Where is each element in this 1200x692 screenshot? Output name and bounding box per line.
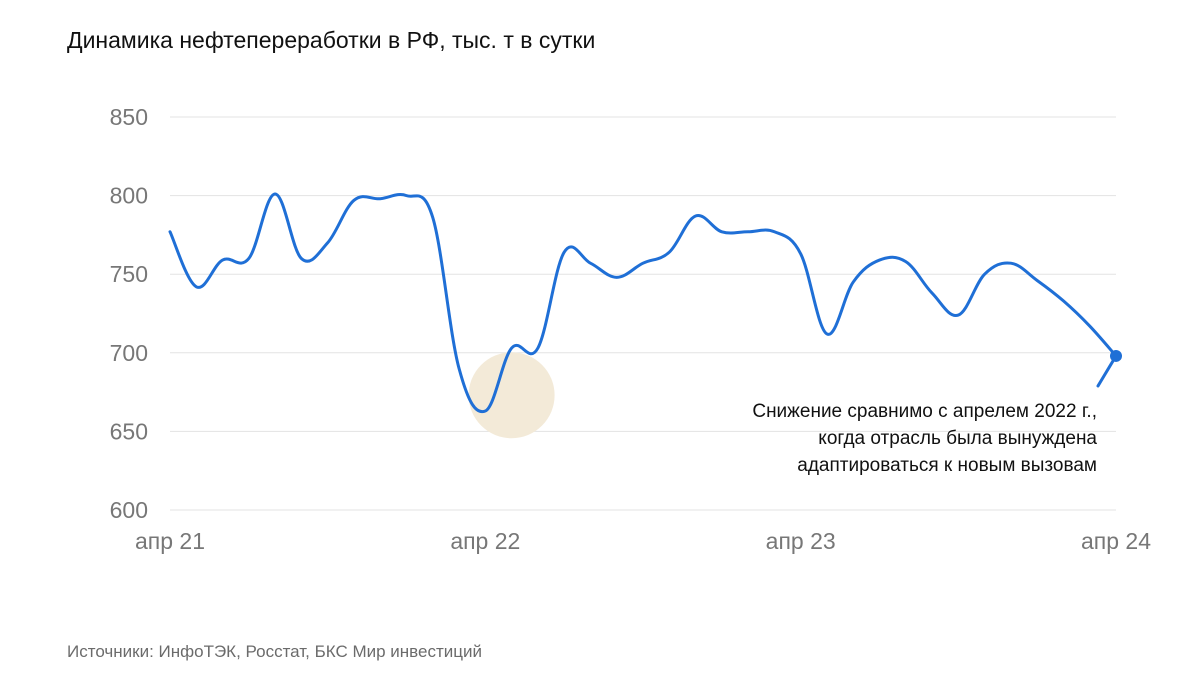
annotation-line: Снижение сравнимо с апрелем 2022 г., [752,401,1097,422]
y-tick-label: 850 [110,104,148,130]
highlight-circle [468,352,555,439]
y-axis-ticks: 600 650 700 750 800 850 [110,104,148,523]
x-tick-label: апр 23 [766,528,836,554]
annotation-line: адаптироваться к новым вызовам [797,455,1097,476]
source-note: Источники: ИнфоТЭК, Росстат, БКС Мир инв… [67,642,482,661]
x-tick-label: апр 22 [450,528,520,554]
x-axis-ticks: апр 21 апр 22 апр 23 апр 24 [135,528,1151,554]
chart-title: Динамика нефтепереработки в РФ, тыс. т в… [67,27,596,53]
series-line [168,192,1118,414]
y-tick-label: 700 [110,340,148,366]
x-tick-label: апр 24 [1081,528,1151,554]
end-point-marker [1110,349,1122,362]
gridlines [170,116,1116,511]
y-tick-label: 650 [110,418,148,444]
annotation-text: Снижение сравнимо с апрелем 2022 г., ког… [677,398,1097,479]
annotation-line: когда отрасль была вынуждена [818,428,1097,449]
y-tick-label: 800 [110,183,148,209]
y-tick-label: 600 [110,497,148,523]
x-tick-label: апр 21 [135,528,205,554]
y-tick-label: 750 [110,261,148,287]
